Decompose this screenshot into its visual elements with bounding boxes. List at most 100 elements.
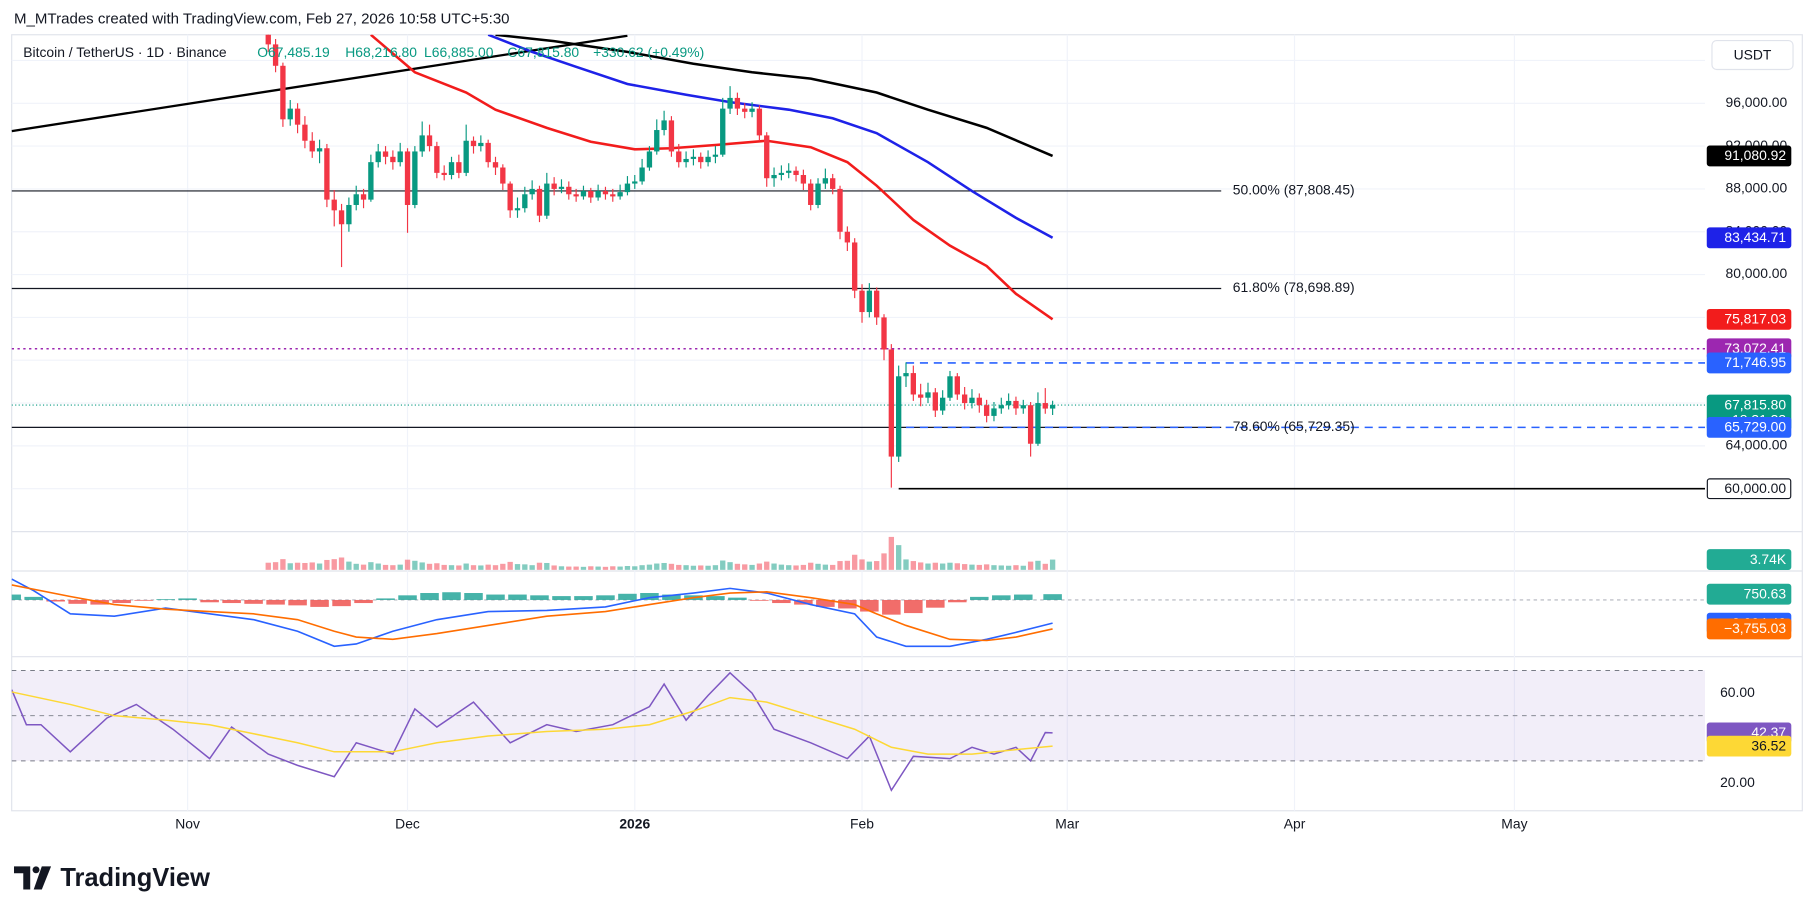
volume-bar: [866, 561, 873, 570]
candle-body: [309, 140, 315, 152]
grid: [11, 34, 1706, 811]
candle-body: [734, 97, 741, 109]
macd-histogram-bar: [222, 599, 241, 604]
volume-bar: [448, 565, 455, 570]
rsi-line: [11, 691, 1053, 755]
macd-histogram-bar: [926, 599, 945, 608]
currency[interactable]: USDT: [1734, 46, 1772, 62]
candle-body: [874, 290, 880, 318]
volume-bar: [661, 562, 667, 570]
candle-body: [976, 397, 982, 406]
candle-body: [463, 140, 469, 173]
candle-body: [859, 290, 865, 313]
macd-histogram-bar: [486, 594, 505, 600]
candle-body: [595, 191, 601, 198]
volume-bar: [294, 562, 301, 570]
volume-bar: [1005, 565, 1012, 570]
candle-body: [786, 170, 792, 173]
volume-bar: [793, 565, 799, 570]
volume-bar: [1020, 565, 1026, 570]
candle-body: [844, 231, 851, 243]
volume-bar: [624, 566, 631, 570]
candle-body: [969, 397, 975, 404]
volume-bar: [324, 559, 330, 570]
candle-body: [1049, 405, 1056, 409]
candle-body: [727, 97, 733, 109]
volume-bar: [602, 566, 609, 570]
macd-histogram-bar: [948, 599, 967, 603]
candle-body: [961, 394, 968, 404]
volume-bar: [456, 565, 462, 570]
candle-body: [947, 376, 953, 398]
price-badge-label: 36.52: [1751, 737, 1786, 753]
volume-bar: [412, 560, 418, 570]
volume-bar: [338, 557, 345, 570]
candle-body: [917, 394, 924, 398]
volume-bar: [815, 563, 821, 570]
volume-bar: [771, 563, 777, 570]
volume-bar: [1035, 560, 1041, 570]
macd-histogram-bar: [882, 599, 901, 615]
volume-bar: [925, 563, 931, 570]
volume-bar: [404, 559, 411, 570]
candle-body: [316, 148, 323, 152]
candle-body: [478, 142, 484, 147]
macd-histogram-bar: [574, 596, 593, 600]
symbol: Bitcoin / TetherUS · 1D · Binance: [23, 44, 227, 60]
macd-line: [11, 584, 1053, 642]
candle-body: [404, 151, 411, 205]
candle-body: [558, 186, 565, 189]
candle-body: [272, 44, 279, 66]
candle-body: [1005, 400, 1012, 406]
volume-bar: [522, 564, 528, 570]
candle-body: [1027, 405, 1034, 444]
volume-bar: [536, 562, 543, 570]
ohlc-high: H68,216.80: [345, 44, 417, 60]
price-badge-label: 750.63: [1744, 585, 1787, 601]
macd-histogram-bar: [662, 594, 681, 600]
x-tick-label: May: [1501, 815, 1527, 831]
macd-histogram-bar: [706, 596, 725, 600]
volume-bar: [874, 561, 880, 570]
macd-histogram-bar: [464, 593, 483, 600]
macd-histogram-bar: [310, 599, 329, 607]
volume-bar: [588, 566, 594, 570]
volume-bar: [280, 559, 286, 570]
macd-histogram-bar: [618, 593, 637, 600]
volume-bar: [617, 566, 623, 570]
candle-body: [500, 167, 506, 184]
volume-bar: [478, 565, 484, 570]
volume-bar: [566, 566, 572, 570]
volume-bar: [837, 561, 843, 570]
y-tick-label: 80,000.00: [1726, 265, 1788, 281]
candle-body: [654, 130, 660, 152]
fib-label: 61.80% (78,698.89): [1233, 279, 1355, 295]
logo-mark: [33, 866, 52, 890]
y-tick-label: 88,000.00: [1726, 180, 1788, 196]
volume-bar: [917, 562, 924, 570]
currency-button[interactable]: [1711, 39, 1794, 71]
candle-body: [617, 192, 623, 197]
candle-body: [1020, 405, 1026, 409]
macd-histogram-bar: [178, 598, 197, 600]
volume-bar: [1013, 565, 1019, 570]
volume-bar: [551, 565, 557, 570]
volume-bar: [1049, 559, 1056, 570]
volume-bar: [998, 565, 1004, 570]
x-tick-label: Mar: [1055, 815, 1079, 831]
price-badge-label: 73,072.41: [1724, 340, 1786, 356]
candle-body: [302, 124, 308, 141]
candle-body: [588, 191, 594, 198]
volume-bar: [272, 562, 279, 570]
macd-histogram-bar: [244, 599, 263, 604]
volume-bar: [514, 564, 521, 570]
rsi-tick-label: 20.00: [1720, 774, 1755, 790]
volume-bar: [690, 565, 697, 570]
volume-bar: [639, 565, 645, 570]
volume-bar: [778, 564, 785, 570]
price-badge: [1706, 618, 1792, 640]
y-tick-label: 64,000.00: [1726, 437, 1788, 453]
volume-bar: [969, 564, 975, 570]
moving-average: [487, 34, 1054, 239]
